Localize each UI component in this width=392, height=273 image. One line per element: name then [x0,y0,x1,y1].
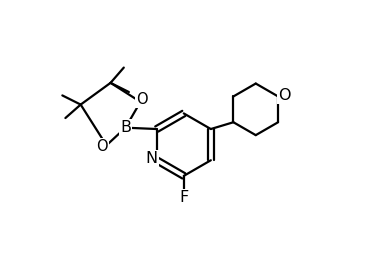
Text: B: B [120,120,131,135]
Text: O: O [278,88,290,103]
Text: F: F [179,190,189,205]
Text: O: O [136,92,148,107]
Text: N: N [146,152,158,167]
Text: O: O [96,139,108,154]
